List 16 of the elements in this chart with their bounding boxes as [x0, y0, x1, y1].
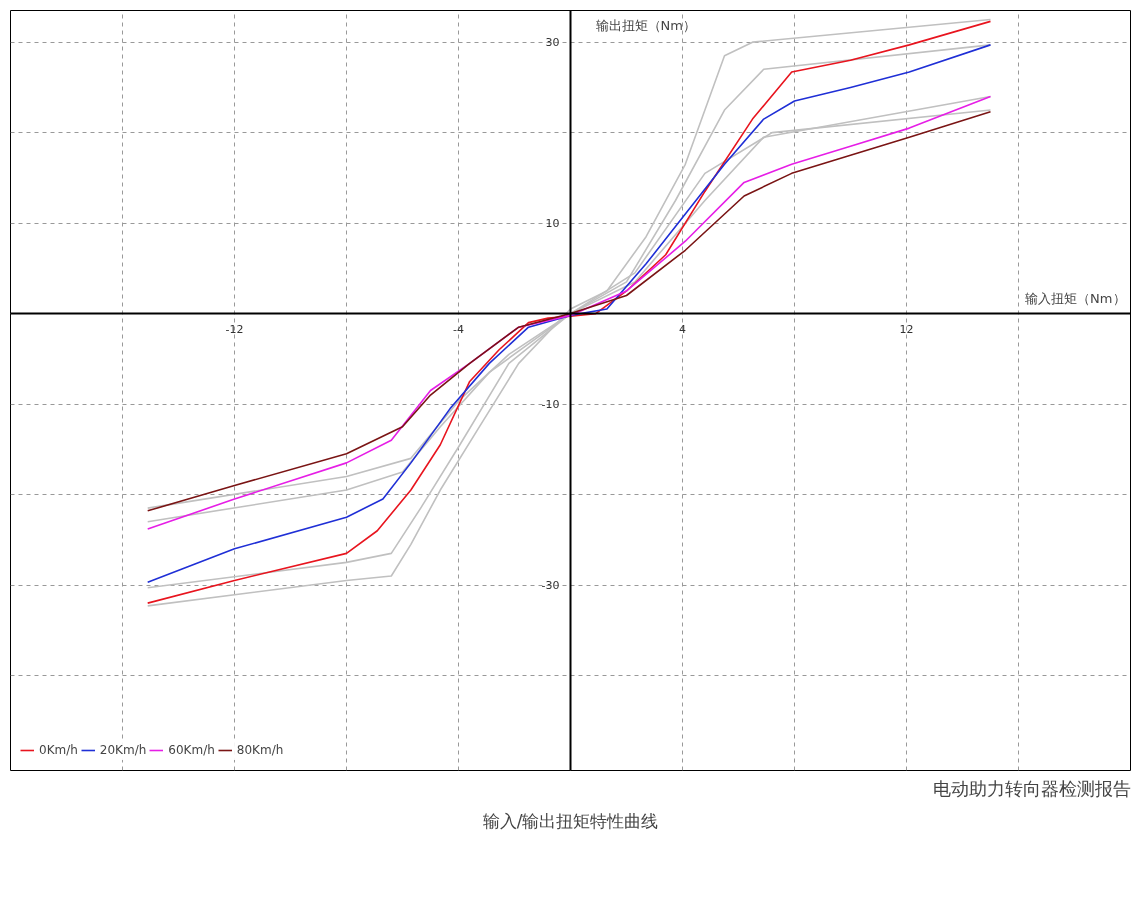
legend-label: 60Km/h — [168, 743, 215, 757]
text: 电动助力转向器检测报告 — [932, 777, 1131, 799]
legend-label: 80Km/h — [236, 743, 284, 757]
legend-label: 20Km/h — [99, 743, 147, 757]
x-axis-title: 输入扭矩（Nm） — [1025, 290, 1126, 306]
y-axis-title: 输出扭矩（Nm） — [595, 17, 696, 33]
y-tick-label: 10 — [545, 217, 560, 231]
x-tick-label: 4 — [679, 322, 686, 336]
y-tick-label: -10 — [541, 398, 560, 412]
y-tick-label: -30 — [541, 579, 560, 593]
text: 输入/输出扭矩特性曲线 — [482, 810, 659, 831]
x-tick-label: -12 — [225, 322, 244, 336]
legend-label: 0Km/h — [39, 743, 78, 757]
x-tick-label: 12 — [899, 322, 914, 336]
x-tick-label: -4 — [453, 322, 464, 336]
y-tick-label: 30 — [545, 36, 560, 50]
